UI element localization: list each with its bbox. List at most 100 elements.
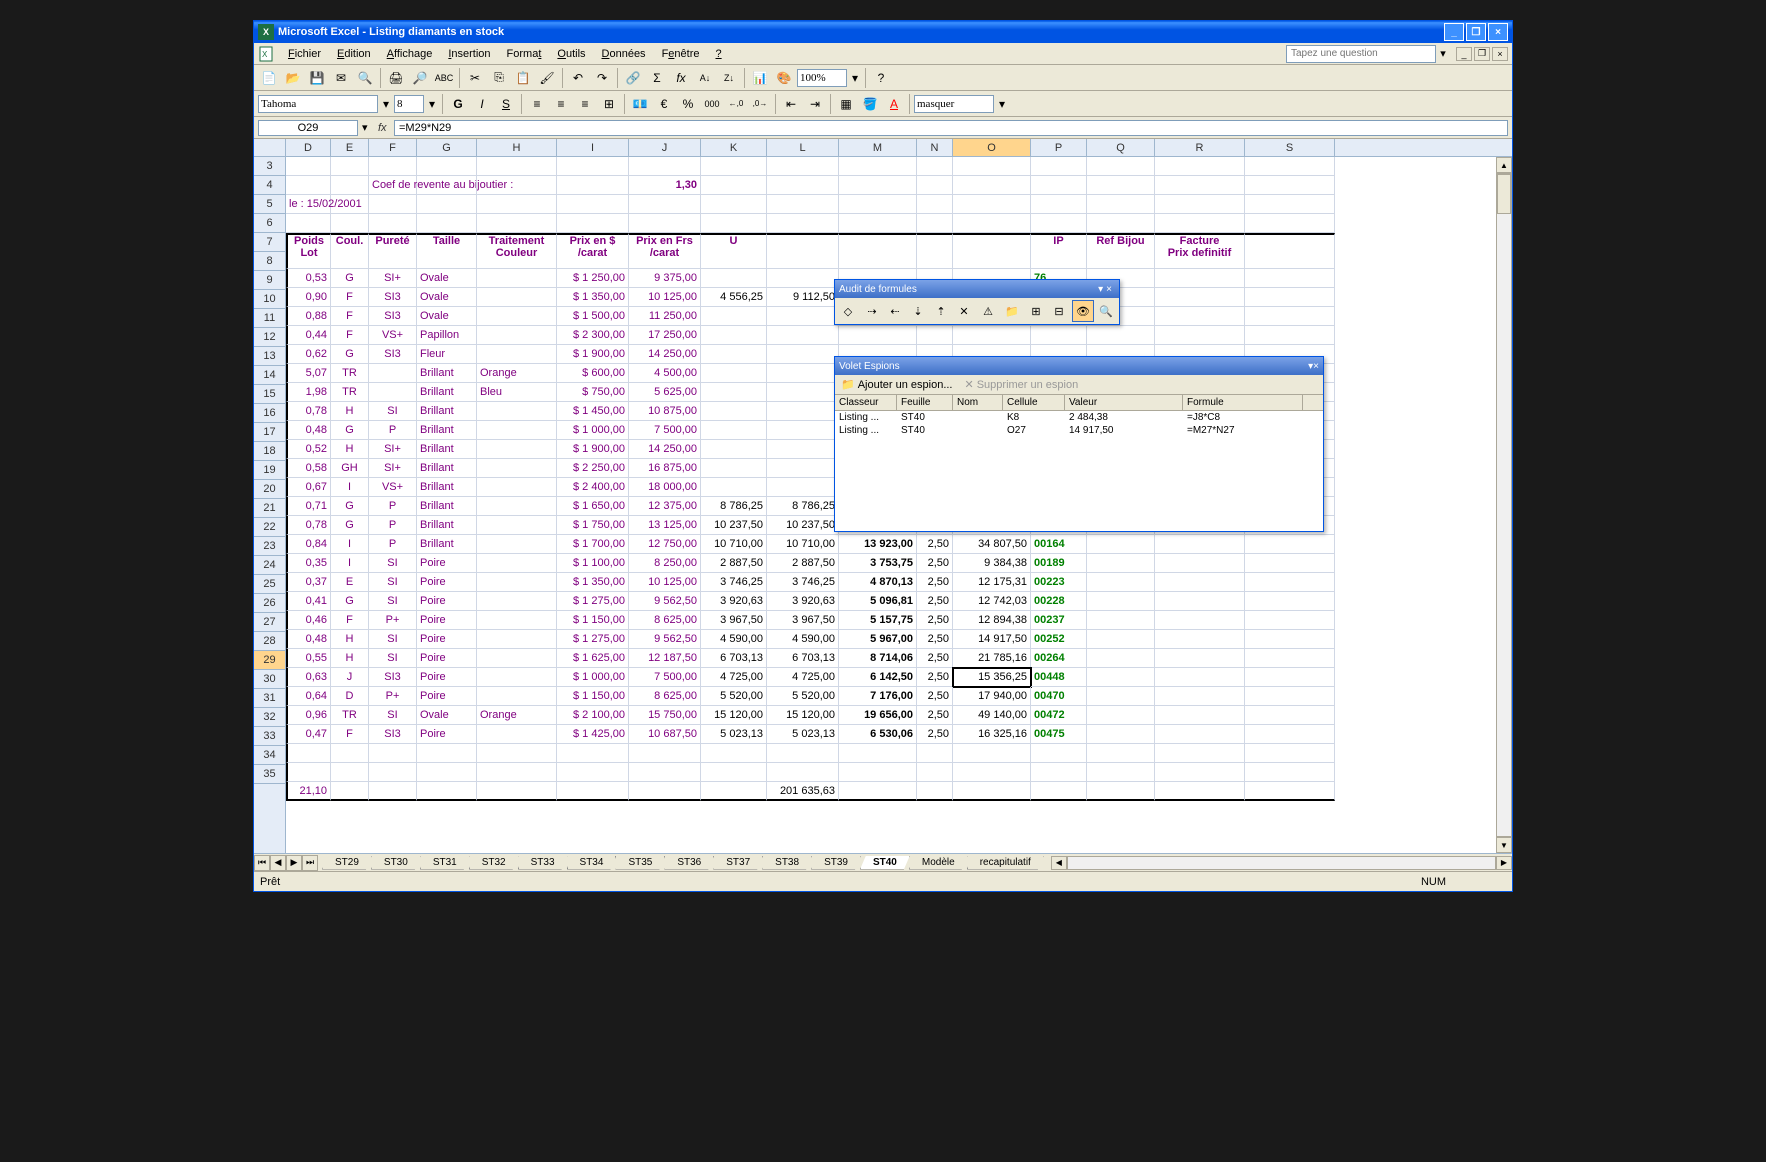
cell-D26[interactable]: 0,46	[286, 611, 331, 630]
watch-window-titlebar[interactable]: Volet Espions ▾ ×	[835, 357, 1323, 375]
cell-R9[interactable]	[1155, 288, 1245, 307]
col-header-D[interactable]: D	[286, 139, 331, 156]
cell-I27[interactable]: $ 1 275,00	[557, 630, 629, 649]
cell-E23[interactable]: I	[331, 554, 369, 573]
row-header-23[interactable]: 23	[254, 537, 285, 556]
cell-R35[interactable]	[1155, 782, 1245, 801]
undo-button[interactable]: ↶	[567, 67, 589, 89]
cell-E7[interactable]: Coul.	[331, 233, 369, 269]
col-header-J[interactable]: J	[629, 139, 701, 156]
cell-E10[interactable]: F	[331, 307, 369, 326]
cell-O30[interactable]: 17 940,00	[953, 687, 1031, 706]
sheet-tab-ST35[interactable]: ST35	[615, 856, 665, 870]
watch-col-classeur[interactable]: Classeur	[835, 395, 897, 410]
cell-E33[interactable]	[331, 744, 369, 763]
cell-D24[interactable]: 0,37	[286, 573, 331, 592]
menu-données[interactable]: Données	[594, 46, 654, 62]
row-header-27[interactable]: 27	[254, 613, 285, 632]
cell-E29[interactable]: J	[331, 668, 369, 687]
cell-P32[interactable]: 00475	[1031, 725, 1087, 744]
cell-H25[interactable]	[477, 592, 557, 611]
align-center-button[interactable]: ≡	[550, 93, 572, 115]
cell-O31[interactable]: 49 140,00	[953, 706, 1031, 725]
cell-R27[interactable]	[1155, 630, 1245, 649]
cell-O22[interactable]: 34 807,50	[953, 535, 1031, 554]
function-button[interactable]: fx	[670, 67, 692, 89]
cell-G21[interactable]: Brillant	[417, 516, 477, 535]
cell-Q32[interactable]	[1087, 725, 1155, 744]
cell-Q34[interactable]	[1087, 763, 1155, 782]
cell-K35[interactable]	[701, 782, 767, 801]
cell-L15[interactable]	[767, 402, 839, 421]
remove-arrows-icon[interactable]: ✕	[953, 300, 975, 322]
font-name-combo[interactable]	[258, 95, 378, 113]
watch-window[interactable]: Volet Espions ▾ × 📁 Ajouter un espion...…	[834, 356, 1324, 532]
cell-P25[interactable]: 00228	[1031, 592, 1087, 611]
copy-button[interactable]: ⎘	[488, 67, 510, 89]
cell-L8[interactable]	[767, 269, 839, 288]
redo-button[interactable]: ↷	[591, 67, 613, 89]
cell-F11[interactable]: VS+	[369, 326, 417, 345]
cell-N30[interactable]: 2,50	[917, 687, 953, 706]
cell-P31[interactable]: 00472	[1031, 706, 1087, 725]
cell-L6[interactable]	[767, 214, 839, 233]
cell-R32[interactable]	[1155, 725, 1245, 744]
row-header-12[interactable]: 12	[254, 328, 285, 347]
scroll-down-button[interactable]: ▼	[1496, 837, 1512, 853]
cell-M26[interactable]: 5 157,75	[839, 611, 917, 630]
mdi-restore[interactable]: ❐	[1474, 47, 1490, 61]
cell-M28[interactable]: 8 714,06	[839, 649, 917, 668]
cell-K7[interactable]: U	[701, 233, 767, 269]
cell-L32[interactable]: 5 023,13	[767, 725, 839, 744]
formula-input[interactable]: =M29*N29	[394, 120, 1508, 136]
cell-L5[interactable]	[767, 195, 839, 214]
cell-G32[interactable]: Poire	[417, 725, 477, 744]
col-header-R[interactable]: R	[1155, 139, 1245, 156]
format-painter-button[interactable]: 🖌	[536, 67, 558, 89]
cell-D4[interactable]	[286, 176, 331, 195]
cell-G12[interactable]: Fleur	[417, 345, 477, 364]
cell-K6[interactable]	[701, 214, 767, 233]
cell-N3[interactable]	[917, 157, 953, 176]
cell-O6[interactable]	[953, 214, 1031, 233]
cell-L4[interactable]	[767, 176, 839, 195]
cell-F29[interactable]: SI3	[369, 668, 417, 687]
cell-J17[interactable]: 14 250,00	[629, 440, 701, 459]
cell-K22[interactable]: 10 710,00	[701, 535, 767, 554]
cell-P23[interactable]: 00189	[1031, 554, 1087, 573]
watch-col-nom[interactable]: Nom	[953, 395, 1003, 410]
cell-G33[interactable]	[417, 744, 477, 763]
cell-M4[interactable]	[839, 176, 917, 195]
cell-E15[interactable]: H	[331, 402, 369, 421]
cell-F17[interactable]: SI+	[369, 440, 417, 459]
cell-D21[interactable]: 0,78	[286, 516, 331, 535]
clear-circles-icon[interactable]: ⊟	[1048, 300, 1070, 322]
dec-decimal-button[interactable]: ,0→	[749, 93, 771, 115]
cell-O5[interactable]	[953, 195, 1031, 214]
col-header-S[interactable]: S	[1245, 139, 1335, 156]
cell-G28[interactable]: Poire	[417, 649, 477, 668]
cell-O27[interactable]: 14 917,50	[953, 630, 1031, 649]
cell-J35[interactable]	[629, 782, 701, 801]
cell-E25[interactable]: G	[331, 592, 369, 611]
cell-K31[interactable]: 15 120,00	[701, 706, 767, 725]
row-header-33[interactable]: 33	[254, 727, 285, 746]
row-header-14[interactable]: 14	[254, 366, 285, 385]
col-header-K[interactable]: K	[701, 139, 767, 156]
cell-S27[interactable]	[1245, 630, 1335, 649]
cell-F10[interactable]: SI3	[369, 307, 417, 326]
cell-K18[interactable]	[701, 459, 767, 478]
cell-J32[interactable]: 10 687,50	[629, 725, 701, 744]
cell-Q11[interactable]	[1087, 326, 1155, 345]
cell-I15[interactable]: $ 1 450,00	[557, 402, 629, 421]
cell-D30[interactable]: 0,64	[286, 687, 331, 706]
cell-E4[interactable]	[331, 176, 369, 195]
cell-F30[interactable]: P+	[369, 687, 417, 706]
cell-E8[interactable]: G	[331, 269, 369, 288]
row-header-34[interactable]: 34	[254, 746, 285, 765]
cell-O29[interactable]: 15 356,25	[953, 668, 1031, 687]
cell-R11[interactable]	[1155, 326, 1245, 345]
cell-M5[interactable]	[839, 195, 917, 214]
cell-K27[interactable]: 4 590,00	[701, 630, 767, 649]
cell-D3[interactable]	[286, 157, 331, 176]
